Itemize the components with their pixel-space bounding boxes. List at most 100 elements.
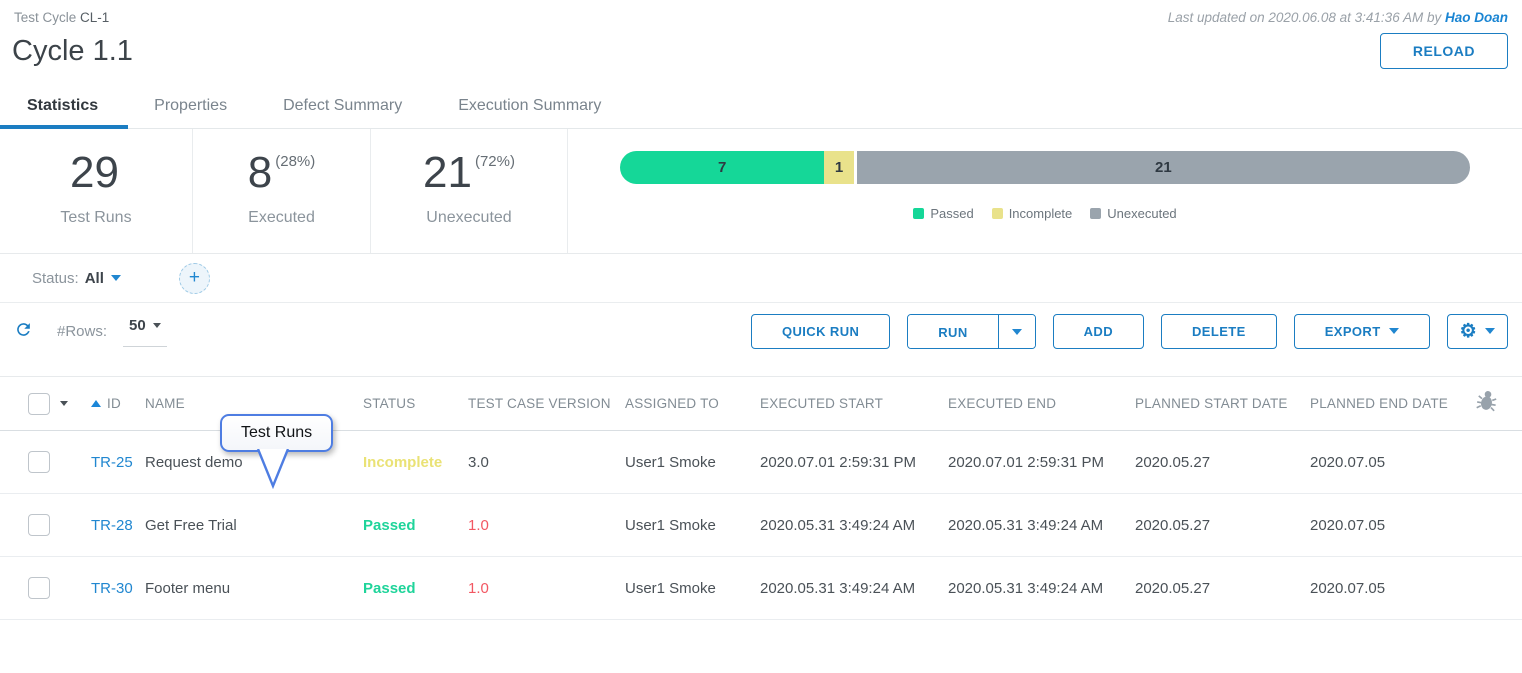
assigned-to: User1 Smoke (625, 579, 716, 597)
stat-test-runs-label: Test Runs (60, 209, 132, 227)
executed-start: 2020.05.31 3:49:24 AM (760, 579, 916, 597)
bar-segment-incomplete: 1 (824, 151, 854, 184)
tab-execution-summary[interactable]: Execution Summary (458, 97, 602, 114)
chevron-down-icon (1388, 328, 1399, 335)
rows-per-page-dropdown[interactable]: 50 (123, 315, 167, 348)
chevron-down-icon (1011, 329, 1022, 336)
export-dropdown-button[interactable]: EXPORT (1293, 313, 1430, 349)
callout-tail (256, 449, 290, 489)
stat-unexecuted-label: Unexecuted (426, 209, 512, 227)
callout-bubble: Test Runs (220, 414, 334, 452)
planned-end-date: 2020.07.05 (1310, 516, 1386, 534)
column-header-id[interactable]: ID (91, 396, 145, 411)
last-updated: Last updated on 2020.06.08 at 3:41:36 AM… (1168, 10, 1508, 25)
chevron-down-icon (1485, 328, 1495, 335)
sort-asc-icon (91, 400, 101, 408)
statistics-panel: 29 Test Runs 8 (28%) Executed 21 (72%) Une… (0, 129, 1522, 255)
assigned-to: User1 Smoke (625, 516, 716, 534)
stat-unexecuted-value: 21 (423, 148, 472, 197)
test-case-version: 1.0 (468, 579, 489, 597)
incomplete-swatch-icon (991, 208, 1003, 219)
tab-statistics[interactable]: Statistics (0, 87, 129, 129)
stat-unexecuted: 21 (72%) Unexecuted (371, 129, 568, 254)
test-run-id-link[interactable]: TR-30 (91, 579, 133, 597)
executed-end: 2020.05.31 3:49:24 AM (948, 579, 1104, 597)
status-badge: Passed (363, 579, 416, 597)
stat-executed-pct: (28%) (275, 153, 316, 170)
assigned-to: User1 Smoke (625, 453, 716, 471)
rows-label: #Rows: (57, 322, 108, 340)
test-run-name: Get Free Trial (145, 516, 237, 534)
execution-status-chart: 7 1 21 Passed Incomplete Unexecuted (568, 129, 1522, 253)
column-header-planned-end-date[interactable]: PLANNED END DATE (1310, 396, 1448, 412)
column-header-test-case-version[interactable]: TEST CASE VERSION (468, 396, 611, 412)
test-run-name: Request demo (145, 453, 243, 471)
stat-unexecuted-pct: (72%) (474, 153, 515, 170)
table-row: TR-30 Footer menu Passed 1.0 User1 Smoke… (0, 557, 1522, 621)
test-run-id-link[interactable]: TR-28 (91, 516, 133, 534)
planned-start-date: 2020.05.27 (1135, 516, 1211, 534)
run-dropdown-button[interactable] (997, 314, 1035, 348)
row-checkbox[interactable] (28, 451, 50, 474)
row-checkbox[interactable] (28, 514, 50, 537)
refresh-icon (14, 320, 33, 342)
status-stacked-bar: 7 1 21 (620, 151, 1470, 184)
test-runs-table: ID NAME STATUS TEST CASE VERSION ASSIGNE… (0, 376, 1522, 621)
add-filter-button[interactable]: + (178, 262, 210, 294)
breadcrumb-id: CL-1 (80, 10, 110, 25)
settings-dropdown-button[interactable]: ⚙ (1446, 313, 1508, 349)
executed-start: 2020.05.31 3:49:24 AM (760, 516, 916, 534)
stat-executed-label: Executed (248, 209, 315, 227)
test-case-version: 1.0 (468, 516, 489, 534)
column-header-name[interactable]: NAME (145, 396, 185, 412)
executed-start: 2020.07.01 2:59:31 PM (760, 453, 916, 471)
test-runs-annotation-callout: Test Runs (220, 414, 334, 489)
passed-swatch-icon (913, 208, 925, 219)
planned-end-date: 2020.07.05 (1310, 453, 1386, 471)
chevron-down-icon (110, 275, 121, 282)
quick-run-button[interactable]: QUICK RUN (751, 313, 891, 349)
delete-button[interactable]: DELETE (1161, 313, 1277, 349)
status-badge: Incomplete (363, 453, 443, 471)
column-header-executed-end[interactable]: EXECUTED END (948, 396, 1057, 412)
tab-properties[interactable]: Properties (154, 97, 228, 114)
refresh-button[interactable] (14, 320, 33, 342)
legend-item-unexecuted: Unexecuted (1090, 206, 1177, 221)
column-header-status[interactable]: STATUS (363, 396, 416, 412)
chart-legend: Passed Incomplete Unexecuted (620, 206, 1470, 221)
breadcrumb: Test Cycle CL-1 (14, 10, 109, 25)
chevron-down-icon (152, 323, 161, 329)
run-button[interactable]: RUN (908, 314, 998, 348)
planned-start-date: 2020.05.27 (1135, 453, 1211, 471)
filter-bar: Status: All + (0, 254, 1522, 304)
last-updated-user-link[interactable]: Hao Doan (1444, 10, 1508, 25)
stat-test-runs-value: 29 (70, 148, 119, 197)
table-header-row: ID NAME STATUS TEST CASE VERSION ASSIGNE… (0, 376, 1522, 432)
column-header-executed-start[interactable]: EXECUTED START (760, 396, 884, 412)
breadcrumb-type: Test Cycle (14, 10, 77, 25)
status-filter-label: Status: (32, 269, 79, 287)
gear-icon: ⚙ (1459, 320, 1477, 342)
tab-defect-summary[interactable]: Defect Summary (283, 97, 403, 114)
legend-item-incomplete: Incomplete (991, 206, 1072, 221)
row-checkbox[interactable] (28, 577, 50, 600)
column-header-planned-start-date[interactable]: PLANNED START DATE (1135, 396, 1288, 412)
column-header-assigned-to[interactable]: ASSIGNED TO (625, 396, 719, 412)
reload-button[interactable]: RELOAD (1379, 33, 1508, 69)
defects-column-bug-icon[interactable] (1472, 386, 1522, 422)
stat-test-runs: 29 Test Runs (0, 129, 193, 254)
executed-end: 2020.07.01 2:59:31 PM (948, 453, 1104, 471)
status-badge: Passed (363, 516, 416, 534)
table-row: TR-25 Request demo Incomplete 3.0 User1 … (0, 431, 1522, 495)
select-menu-chevron-icon[interactable] (60, 401, 68, 407)
page-title: Cycle 1.1 (12, 34, 133, 67)
table-toolbar: #Rows: 50 QUICK RUN RUN ADD DELETE EXPOR… (0, 303, 1522, 359)
test-case-version: 3.0 (468, 453, 489, 471)
test-run-id-link[interactable]: TR-25 (91, 453, 133, 471)
select-all-checkbox[interactable] (28, 392, 50, 415)
run-split-button: RUN (907, 313, 1036, 349)
status-filter-dropdown[interactable]: All (85, 270, 121, 287)
add-button[interactable]: ADD (1052, 313, 1145, 349)
page-header: Test Cycle CL-1 Last updated on 2020.06.… (0, 0, 1522, 25)
executed-end: 2020.05.31 3:49:24 AM (948, 516, 1104, 534)
